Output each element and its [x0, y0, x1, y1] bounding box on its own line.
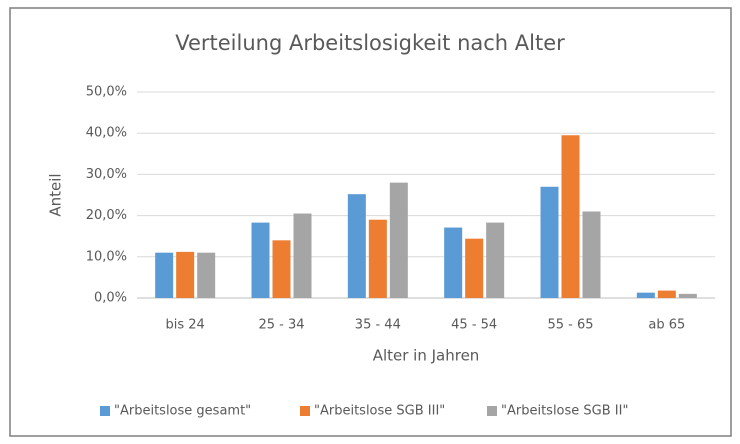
y-axis-label: Anteil — [47, 173, 65, 216]
bar — [444, 227, 463, 298]
legend-label: "Arbeitslose SGB II" — [501, 404, 628, 419]
x-tick-label: 35 - 44 — [355, 318, 401, 333]
bar — [272, 240, 291, 298]
x-tick-label: 25 - 34 — [258, 318, 304, 333]
x-tick-label: 55 - 65 — [547, 318, 593, 333]
x-axis-label: Alter in Jahren — [373, 347, 480, 365]
x-tick-label: 45 - 54 — [451, 318, 497, 333]
x-tick-label: bis 24 — [166, 318, 205, 333]
y-tick-label: 30,0% — [86, 167, 127, 182]
bar — [368, 219, 387, 298]
x-tick-label: ab 65 — [648, 318, 685, 333]
bar — [678, 293, 697, 298]
bar — [251, 222, 270, 298]
legend-label: "Arbeitslose gesamt" — [114, 404, 251, 419]
bar — [561, 135, 580, 298]
bar — [347, 194, 366, 298]
bar — [155, 252, 174, 298]
bar — [293, 213, 312, 298]
legend-label: "Arbeitslose SGB III" — [314, 404, 445, 419]
bar — [465, 238, 484, 298]
y-tick-label: 50,0% — [86, 85, 127, 100]
y-tick-label: 10,0% — [86, 249, 127, 264]
bar — [540, 186, 559, 298]
y-tick-label: 20,0% — [86, 208, 127, 223]
legend-swatch — [100, 406, 110, 416]
bar — [657, 290, 676, 298]
bar — [486, 222, 505, 298]
chart-title: Verteilung Arbeitslosigkeit nach Alter — [175, 31, 565, 55]
bar — [389, 182, 408, 298]
legend-swatch — [300, 406, 310, 416]
bar — [636, 292, 655, 298]
y-tick-label: 0,0% — [94, 291, 127, 306]
bar — [582, 211, 601, 298]
y-tick-label: 40,0% — [86, 126, 127, 141]
legend-swatch — [487, 406, 497, 416]
bar — [176, 251, 195, 298]
bar — [197, 252, 216, 298]
